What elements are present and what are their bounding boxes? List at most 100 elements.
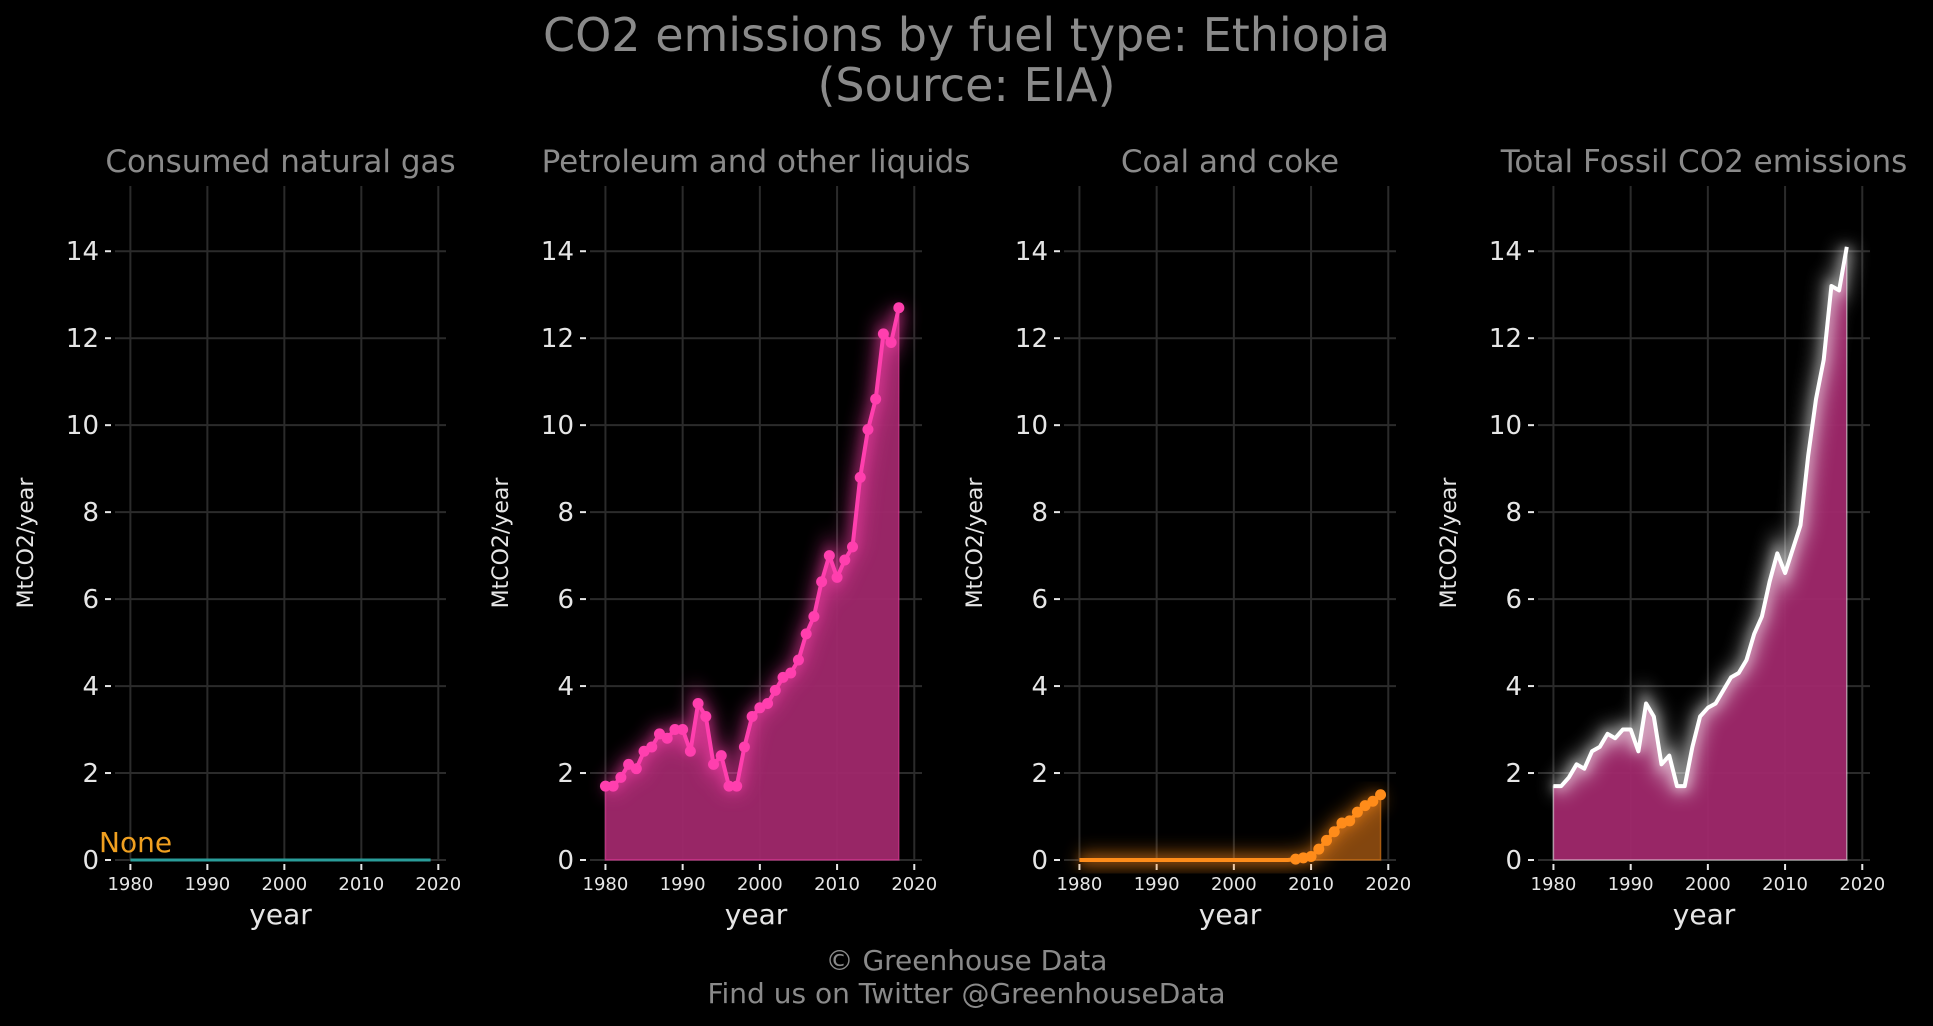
chart-2-title: Petroleum and other liquids — [542, 144, 971, 180]
chart-3-data-point — [1321, 834, 1333, 846]
chart-4-y-tick-label: 8 — [1505, 498, 1522, 528]
chart-2-data-point — [847, 541, 859, 553]
chart-2-x-tick-label: 2000 — [737, 874, 783, 895]
chart-2-data-point — [854, 471, 866, 483]
chart-3-data-point — [1313, 843, 1325, 855]
chart-4-x-tick-label: 2010 — [1762, 874, 1808, 895]
chart-2-data-point — [762, 697, 774, 709]
chart-1-y-tick-label: 0 — [82, 846, 99, 876]
chart-3-data-point — [1305, 851, 1317, 863]
chart-2-data-point — [862, 424, 874, 436]
chart-2-x-tick-label: 2020 — [891, 874, 937, 895]
chart-2-data-point — [839, 554, 851, 566]
chart-2-data-point — [877, 328, 889, 340]
chart-3-y-tick-label: 8 — [1031, 498, 1048, 528]
chart-2-data-point — [885, 337, 897, 349]
chart-1-y-tick-label: 6 — [82, 585, 99, 615]
chart-3-ylabel: MtCO2/year — [963, 477, 988, 609]
chart-3-data-point — [1351, 806, 1363, 818]
chart-2-data-point — [831, 571, 843, 583]
chart-1-title: Consumed natural gas — [105, 144, 455, 180]
chart-3-y-tick-label: 12 — [1015, 324, 1048, 354]
chart-2-y-tick-label: 12 — [541, 324, 574, 354]
chart-3-x-tick-label: 2000 — [1211, 874, 1257, 895]
chart-2-data-point — [769, 684, 781, 696]
chart-4-ylabel: MtCO2/year — [1437, 477, 1462, 609]
chart-2-x-tick-label: 2010 — [814, 874, 860, 895]
chart-1-y-tick-label: 14 — [66, 237, 99, 267]
chart-2-x-tick-label: 1980 — [583, 874, 629, 895]
chart-2-data-point — [746, 711, 758, 723]
chart-2-data-point — [823, 550, 835, 562]
chart-3-data-point — [1328, 826, 1340, 838]
chart-3-data-point — [1375, 789, 1387, 801]
chart-2-data-point — [870, 393, 882, 405]
chart-3-y-tick-label: 10 — [1015, 411, 1048, 441]
chart-2-data-point — [816, 576, 828, 588]
chart-3-y-tick-label: 0 — [1031, 846, 1048, 876]
chart-3-data-point — [1344, 815, 1356, 827]
chart-2-y-tick-label: 10 — [541, 411, 574, 441]
footer-twitter: Find us on Twitter @GreenhouseData — [707, 977, 1226, 1010]
chart-2-series-area — [604, 307, 900, 861]
chart-4-y-tick-label: 10 — [1489, 411, 1522, 441]
chart-4-y-tick-label: 2 — [1505, 759, 1522, 789]
chart-2-y-tick-label: 6 — [557, 585, 574, 615]
chart-2-data-point — [893, 302, 905, 314]
chart-2-data-point — [738, 741, 750, 753]
chart-1-y-tick-label: 2 — [82, 759, 99, 789]
chart-2-data-point — [677, 724, 689, 736]
chart-2-data-point — [808, 610, 820, 622]
chart-1-y-tick-label: 8 — [82, 498, 99, 528]
chart-2-data-point — [723, 780, 735, 792]
chart-3-y-tick-label: 6 — [1031, 585, 1048, 615]
chart-3-x-tick-label: 1990 — [1134, 874, 1180, 895]
chart-4-y-tick-label: 0 — [1505, 846, 1522, 876]
chart-2-data-point — [731, 780, 743, 792]
chart-2-data-point — [684, 745, 696, 757]
chart-2-data-point — [669, 724, 681, 736]
chart-3-x-tick-label: 1980 — [1057, 874, 1103, 895]
chart-2-ylabel: MtCO2/year — [489, 477, 514, 609]
chart-1-y-tick-label: 4 — [82, 672, 99, 702]
chart-2-y-tick-label: 14 — [541, 237, 574, 267]
chart-3-data-point — [1367, 795, 1379, 807]
chart-2-data-point — [792, 654, 804, 666]
chart-2-y-tick-label: 8 — [557, 498, 574, 528]
chart-2-x-tick-label: 1990 — [660, 874, 706, 895]
chart-2-data-point — [599, 780, 611, 792]
chart-2-data-point — [800, 628, 812, 640]
chart-2-y-tick-label: 2 — [557, 759, 574, 789]
chart-3-title: Coal and coke — [1121, 144, 1339, 180]
chart-2-data-point — [715, 750, 727, 762]
chart-2-data-point — [615, 771, 627, 783]
chart-2-data-point — [661, 732, 673, 744]
chart-1-x-tick-label: 1980 — [107, 874, 153, 895]
footer-credit: © Greenhouse Data — [825, 944, 1108, 977]
chart-1-x-tick-label: 2000 — [261, 874, 307, 895]
chart-2-data-point — [630, 763, 642, 775]
chart-1-annotation: None — [99, 826, 172, 859]
chart-2-data-point — [700, 711, 712, 723]
chart-3-x-tick-label: 2020 — [1365, 874, 1411, 895]
chart-4-y-tick-label: 12 — [1489, 324, 1522, 354]
chart-4-x-tick-label: 1990 — [1608, 874, 1654, 895]
chart-4-x-tick-label: 2000 — [1685, 874, 1731, 895]
chart-4-y-tick-label: 14 — [1489, 237, 1522, 267]
chart-1-ylabel: MtCO2/year — [14, 477, 39, 609]
chart-3-xlabel: year — [1199, 898, 1262, 931]
chart-2-y-tick-label: 4 — [557, 672, 574, 702]
chart-3-y-tick-label: 2 — [1031, 759, 1048, 789]
figure-title: CO2 emissions by fuel type: Ethiopia — [542, 8, 1391, 62]
chart-3-x-tick-label: 2010 — [1288, 874, 1334, 895]
chart-2-data-point — [692, 697, 704, 709]
figure-subtitle: (Source: EIA) — [817, 58, 1116, 112]
chart-4-series-line — [1553, 246, 1849, 789]
chart-1-x-tick-label: 1990 — [184, 874, 230, 895]
chart-4-y-tick-label: 4 — [1505, 672, 1522, 702]
chart-1-x-tick-label: 2020 — [415, 874, 461, 895]
chart-2-data-point — [646, 741, 658, 753]
chart-4-xlabel: year — [1673, 898, 1736, 931]
